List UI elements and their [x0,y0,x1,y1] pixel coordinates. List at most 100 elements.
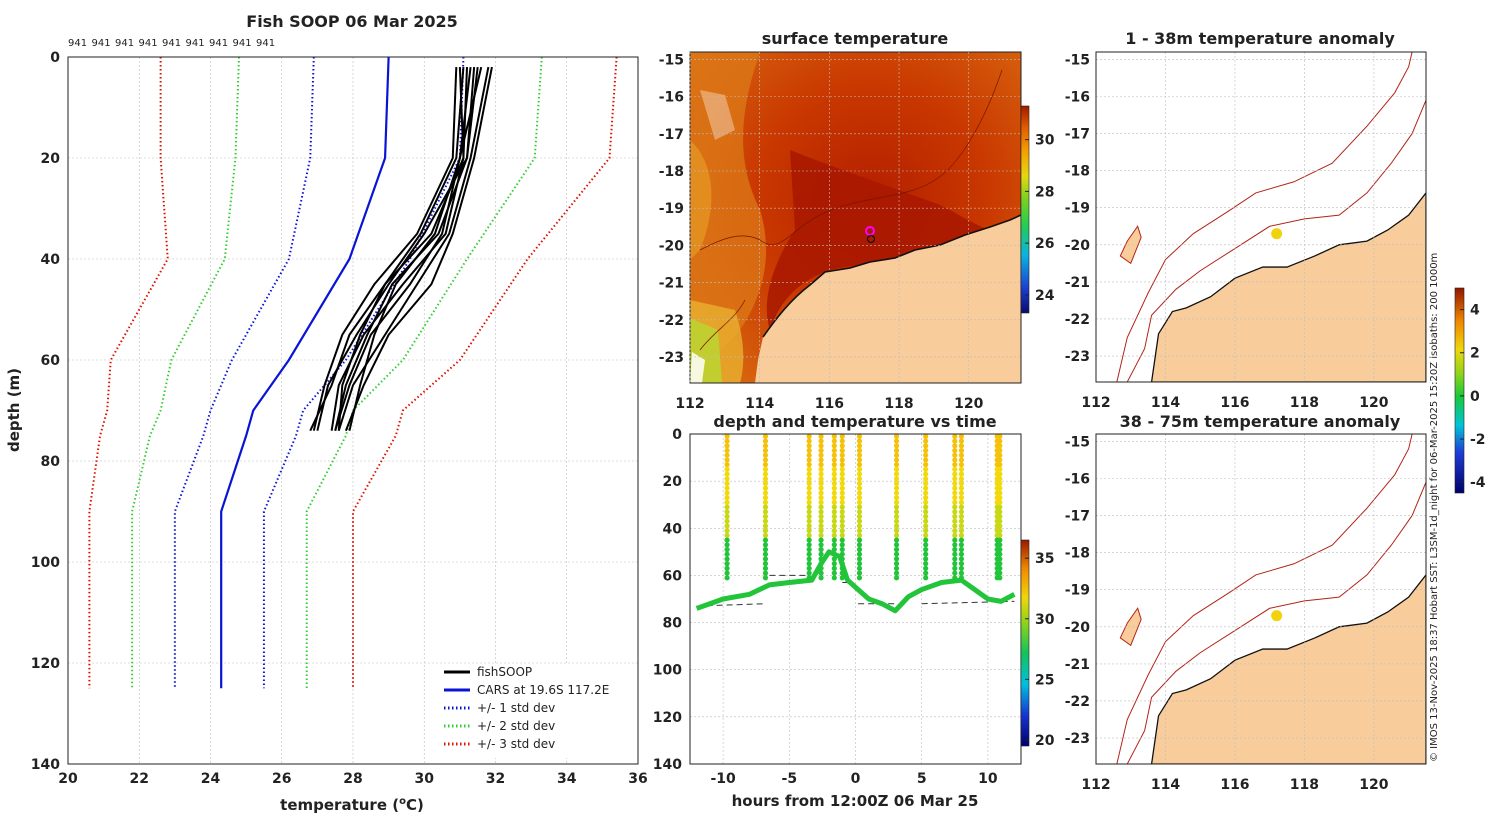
cast-sample-point [958,523,965,529]
cast-sample-point [856,490,863,496]
cast-sample-point [831,546,837,553]
colorbar-tick-label: 25 [1035,672,1054,688]
cast-sample-point [831,476,837,482]
depthtime-colorbar-ticks: 20 25 30 35 [1025,551,1055,749]
cast-sample-point [893,466,900,472]
cast-sample-point [831,447,837,454]
cast-sample-point [724,480,730,487]
cast-sample-point [958,570,965,576]
cast-sample-point [952,438,958,444]
island [1119,225,1142,265]
y-tick-label: 40 [663,521,683,537]
profile-lines [88,56,618,689]
cast-sample-point [923,485,929,491]
cast-sample-point [923,565,929,571]
cast-sample-point [997,443,1003,449]
legend-label: CARS at 19.6S 117.2E [477,683,609,697]
cast-sample-point [831,462,837,468]
cast-sample-point [762,532,769,538]
x-tick-label: 116 [815,396,844,412]
cast-sample-point [923,537,929,543]
cast-sample-point [856,575,863,581]
cast-sample-point [839,495,845,501]
cast-sample-point [818,480,824,487]
cast-sample-point [818,466,824,472]
cars-line [220,56,390,689]
cast-sample-point [818,513,824,520]
cast-sample-point [724,490,730,496]
cast-sample-point [818,523,824,529]
cast-sample-point [831,532,837,538]
x-tick-label: 116 [1220,395,1249,411]
x-tick-label: 5 [917,771,927,787]
cast-sample-point [923,443,929,449]
y-tick-label: 100 [653,663,682,679]
cast-sample-point [952,551,958,557]
cast-sample-point [952,471,958,477]
cast-sample-point [806,565,812,571]
bottom-reference-line [921,600,1015,605]
bottom-track-line [695,549,1016,614]
cast-sample-point [997,504,1003,510]
land [1150,191,1426,382]
y-tick-label: 60 [663,568,683,584]
cast-sample-point [724,513,730,520]
cast-sample-point [818,447,824,454]
y-tick-label: 120 [31,656,60,672]
colorbar-tick-label: 35 [1035,551,1054,567]
soop-profile-line [312,67,458,431]
y-tick-label: -23 [659,350,684,366]
cast-sample-point [856,457,863,463]
profile-title: Fish SOOP 06 Mar 2025 [246,12,457,31]
cast-sample-point [839,485,845,491]
depthtime-xlabel: hours from 12:00Z 06 Mar 25 [732,792,979,810]
cast-sample-point [839,518,845,524]
std3-minus-line [88,57,169,689]
cast-sample-point [839,546,845,553]
cast-sample-point [839,476,845,482]
y-tick-label: -15 [659,52,684,68]
y-tick-label: -17 [1065,127,1090,143]
anomaly-map-4: 112 114 116 118 120 -15 -16 -17 -18 -19 -20 -21 -22 -… [1065,433,1427,793]
cast-sample-point [762,480,769,487]
cast-sample-point [952,537,958,543]
cast-sample-point [724,575,730,581]
cast-sample-point [893,561,900,567]
cast-sample-point [831,438,837,444]
cast-sample-point [923,523,929,529]
cast-sample-point [762,443,769,449]
profile-panel: Fish SOOP 06 Mar 2025 941 941 941 941 941 941… [5,12,648,814]
cast-sample-point [806,443,812,449]
cast-sample-point [831,480,837,487]
cast-sample-point [923,466,929,472]
depthtime-title: depth and temperature vs time [713,412,996,431]
y-tick-label: -15 [1065,434,1090,450]
x-tick-label: 114 [1151,777,1180,793]
cast-sample-point [724,471,730,477]
x-tick-label: 112 [675,396,704,412]
anomaly-marker [1271,228,1283,240]
cast-sample-point [997,457,1003,463]
y-tick-label: -20 [1065,620,1091,636]
cast-sample-point [958,466,965,472]
std1-minus-line [173,56,315,689]
cast-sample-point [831,561,837,567]
cast-sample-point [724,495,730,501]
cast-sample-point [893,523,900,529]
cast-sample-point [997,513,1003,520]
cast-sample-point [856,476,863,482]
cast-sample-point [856,504,863,510]
cast-sample-point [762,466,769,472]
cast-sample-point [952,532,958,538]
cast-sample-point [997,499,1003,505]
cast-sample-point [818,518,824,524]
cast-sample-point [724,457,730,463]
y-tick-label: -20 [659,238,685,254]
land [1150,573,1426,764]
cast-sample-point [762,542,769,548]
y-tick-label: -16 [1065,89,1090,105]
cast-sample-point [762,518,769,524]
cast-sample-point [818,546,824,553]
y-tick-label: -18 [1065,164,1090,180]
